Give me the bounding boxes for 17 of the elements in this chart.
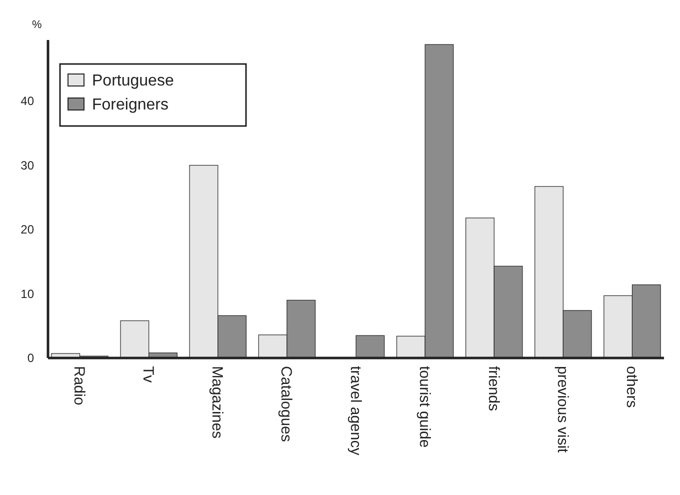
legend-label: Portuguese <box>92 72 174 90</box>
legend-label: Foreigners <box>92 96 168 114</box>
x-tick-label: Radio <box>70 366 88 406</box>
x-tick-label: Magazines <box>208 366 226 439</box>
y-tick-label: 30 <box>20 158 34 172</box>
y-tick-label: 10 <box>20 286 34 301</box>
x-tick-label: Catalogues <box>278 366 295 442</box>
y-tick-label: 0 <box>27 351 34 366</box>
x-tick-label: previous visit <box>554 366 571 454</box>
y-axis-title: % <box>32 19 42 31</box>
x-tick-label: tourist guide <box>416 366 433 448</box>
y-tick-label: 20 <box>20 222 34 237</box>
y-tick-label: 40 <box>20 94 34 108</box>
x-tick-label: Tv <box>140 366 157 384</box>
x-tick-label: friends <box>484 366 502 412</box>
x-tick-label: others <box>622 366 640 408</box>
x-tick-label: travel agency <box>346 366 364 456</box>
